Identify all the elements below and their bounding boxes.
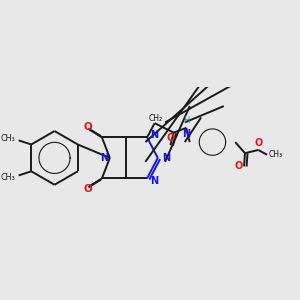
Text: H: H xyxy=(183,116,189,125)
Text: O: O xyxy=(83,184,92,194)
Text: N: N xyxy=(150,130,158,140)
Text: N: N xyxy=(162,153,170,163)
Text: N: N xyxy=(182,128,190,139)
Text: N: N xyxy=(100,153,109,163)
Text: CH₃: CH₃ xyxy=(0,134,15,143)
Text: CH₃: CH₃ xyxy=(0,172,15,182)
Text: N: N xyxy=(150,176,158,186)
Text: CH₃: CH₃ xyxy=(269,150,283,159)
Text: O: O xyxy=(166,133,175,143)
Text: O: O xyxy=(234,161,242,171)
Text: O: O xyxy=(254,138,262,148)
Text: CH₂: CH₂ xyxy=(148,113,162,122)
Text: O: O xyxy=(83,122,92,132)
